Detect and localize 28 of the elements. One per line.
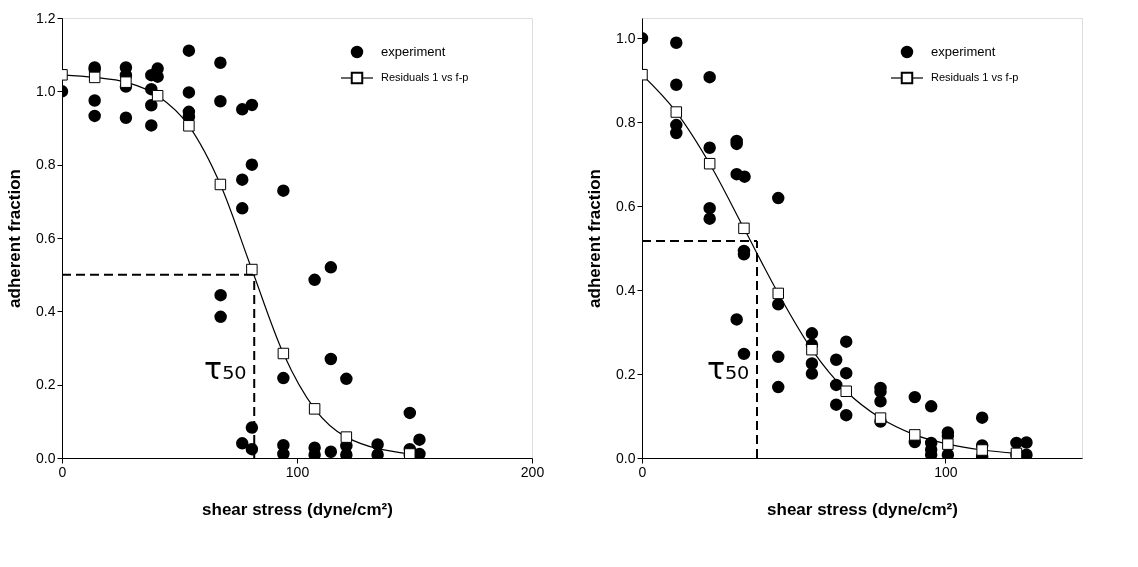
x-tick-label: 0 xyxy=(58,463,67,480)
y-tick-label: 0.8 xyxy=(36,156,56,173)
y-tick-label: 0.6 xyxy=(36,229,56,246)
legend-label: Residuals 1 vs f-p xyxy=(381,71,469,83)
y-tick-label: 0.0 xyxy=(616,449,636,466)
x-tick-label: 0 xyxy=(638,463,647,480)
y-tick-label: 0.4 xyxy=(36,302,56,319)
y-tick-label: 0.0 xyxy=(36,449,56,466)
legend-label: Residuals 1 vs f-p xyxy=(931,71,1019,83)
y-tick-label: 1.0 xyxy=(36,82,56,99)
x-tick-label: 100 xyxy=(934,463,958,480)
x-tick-label: 200 xyxy=(520,463,545,480)
y-tick-label: 0.2 xyxy=(36,376,56,393)
x-axis-title: shear stress (dyne/cm²) xyxy=(202,499,393,519)
y-tick-label: 1.2 xyxy=(36,9,56,26)
y-axis-title: adherent fraction xyxy=(5,169,25,308)
y-tick-label: 0.2 xyxy=(616,365,636,382)
y-tick-label: 0.6 xyxy=(616,197,636,214)
y-tick-label: 1.0 xyxy=(616,29,636,46)
legend-label: experiment xyxy=(931,44,996,59)
x-axis-title: shear stress (dyne/cm²) xyxy=(767,499,958,519)
y-tick-label: 0.8 xyxy=(616,113,636,130)
ref-line-label: τ₅₀ xyxy=(204,351,247,386)
y-axis-title: adherent fraction xyxy=(585,169,605,308)
legend-label: experiment xyxy=(381,44,446,59)
ref-line-label: τ₅₀ xyxy=(706,351,750,386)
y-tick-label: 0.4 xyxy=(616,281,636,298)
x-tick-label: 100 xyxy=(285,463,310,480)
